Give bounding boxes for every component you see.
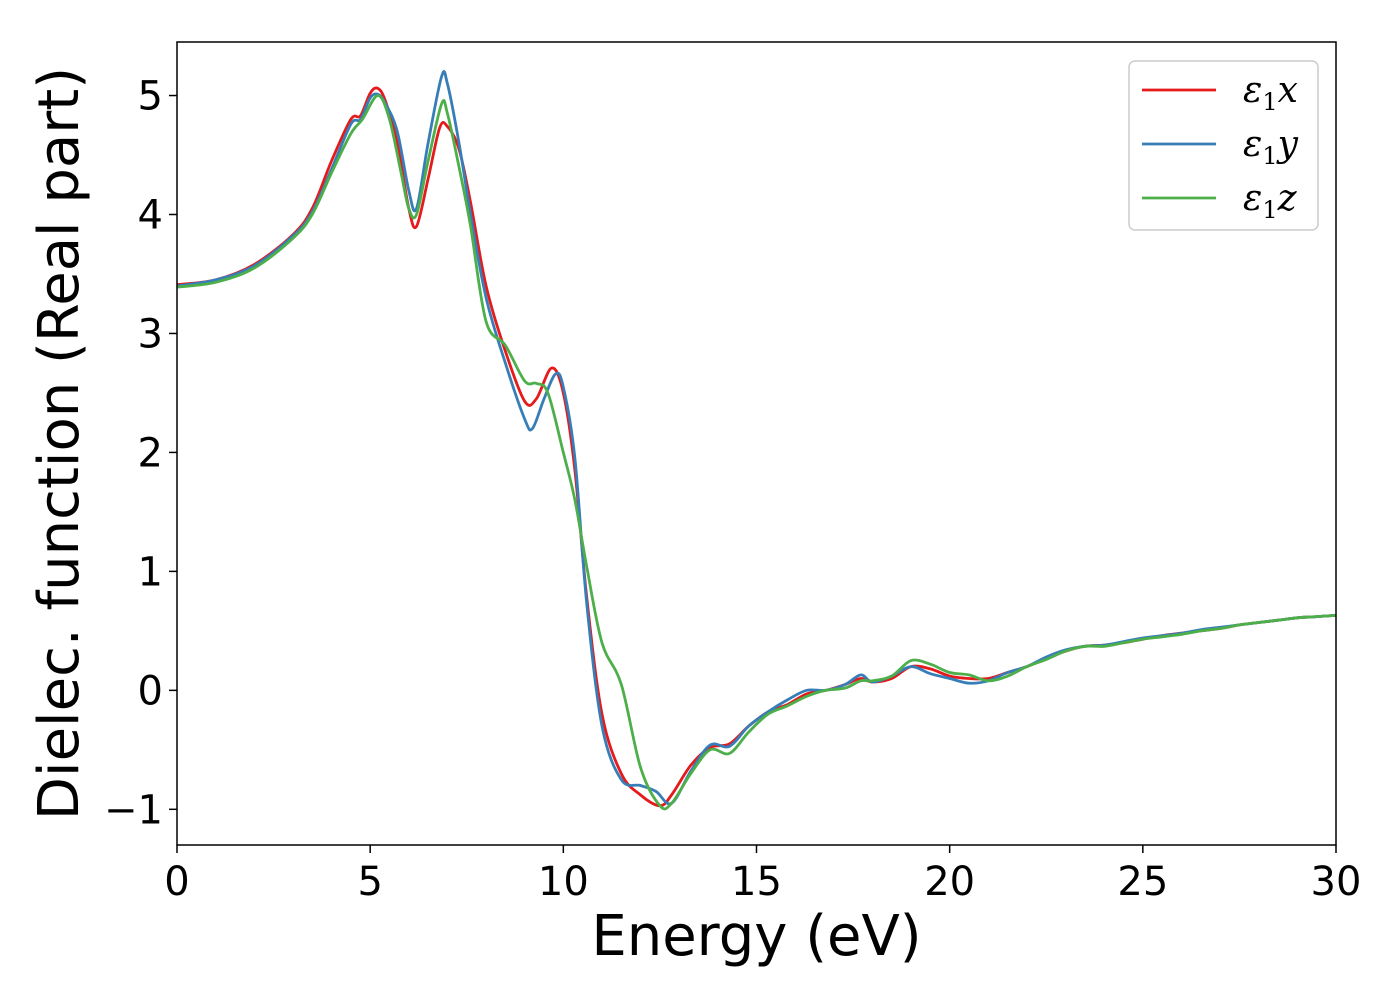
y-tick-label: 4 xyxy=(138,192,163,238)
legend-label-subscript: 1 xyxy=(1262,88,1277,116)
x-tick-label: 20 xyxy=(924,859,975,905)
y-tick-label: 5 xyxy=(138,74,163,120)
legend-label-z: ε1z xyxy=(1243,178,1298,224)
x-tick-label: 5 xyxy=(357,859,382,905)
legend-box xyxy=(1128,60,1319,231)
y-axis-title: Dielec. function (Real part) xyxy=(27,67,92,820)
y-tick-label: 1 xyxy=(138,549,163,595)
legend-label-var: y xyxy=(1276,124,1299,165)
x-tick-label: 15 xyxy=(731,859,782,905)
legend-label-base: ε xyxy=(1243,70,1262,111)
legend-label-subscript: 1 xyxy=(1262,142,1277,170)
y-tick-label: 2 xyxy=(138,430,163,476)
legend-label-base: ε xyxy=(1243,124,1262,165)
legend-label-var: z xyxy=(1277,178,1298,219)
x-tick-label: 30 xyxy=(1311,859,1362,905)
y-tick-label: 0 xyxy=(138,668,163,714)
y-axis: −1 0 1 2 3 4 5 xyxy=(104,74,177,833)
series-line-z xyxy=(177,94,1336,811)
x-axis: 0 5 10 15 20 25 30 xyxy=(164,845,1361,905)
legend-label-var: x xyxy=(1278,70,1298,111)
legend-label-y: ε1y xyxy=(1243,124,1299,170)
x-tick-label: 25 xyxy=(1117,859,1168,905)
legend-label-subscript: 1 xyxy=(1262,196,1277,224)
legend-label-base: ε xyxy=(1243,178,1262,219)
legend-label-x: ε1x xyxy=(1243,70,1298,116)
series-layer xyxy=(177,70,1336,811)
x-tick-label: 0 xyxy=(164,859,189,905)
x-tick-label: 10 xyxy=(538,859,589,905)
y-tick-label: 3 xyxy=(138,311,163,357)
y-tick-label: −1 xyxy=(104,787,163,833)
x-axis-title: Energy (eV) xyxy=(591,904,921,969)
